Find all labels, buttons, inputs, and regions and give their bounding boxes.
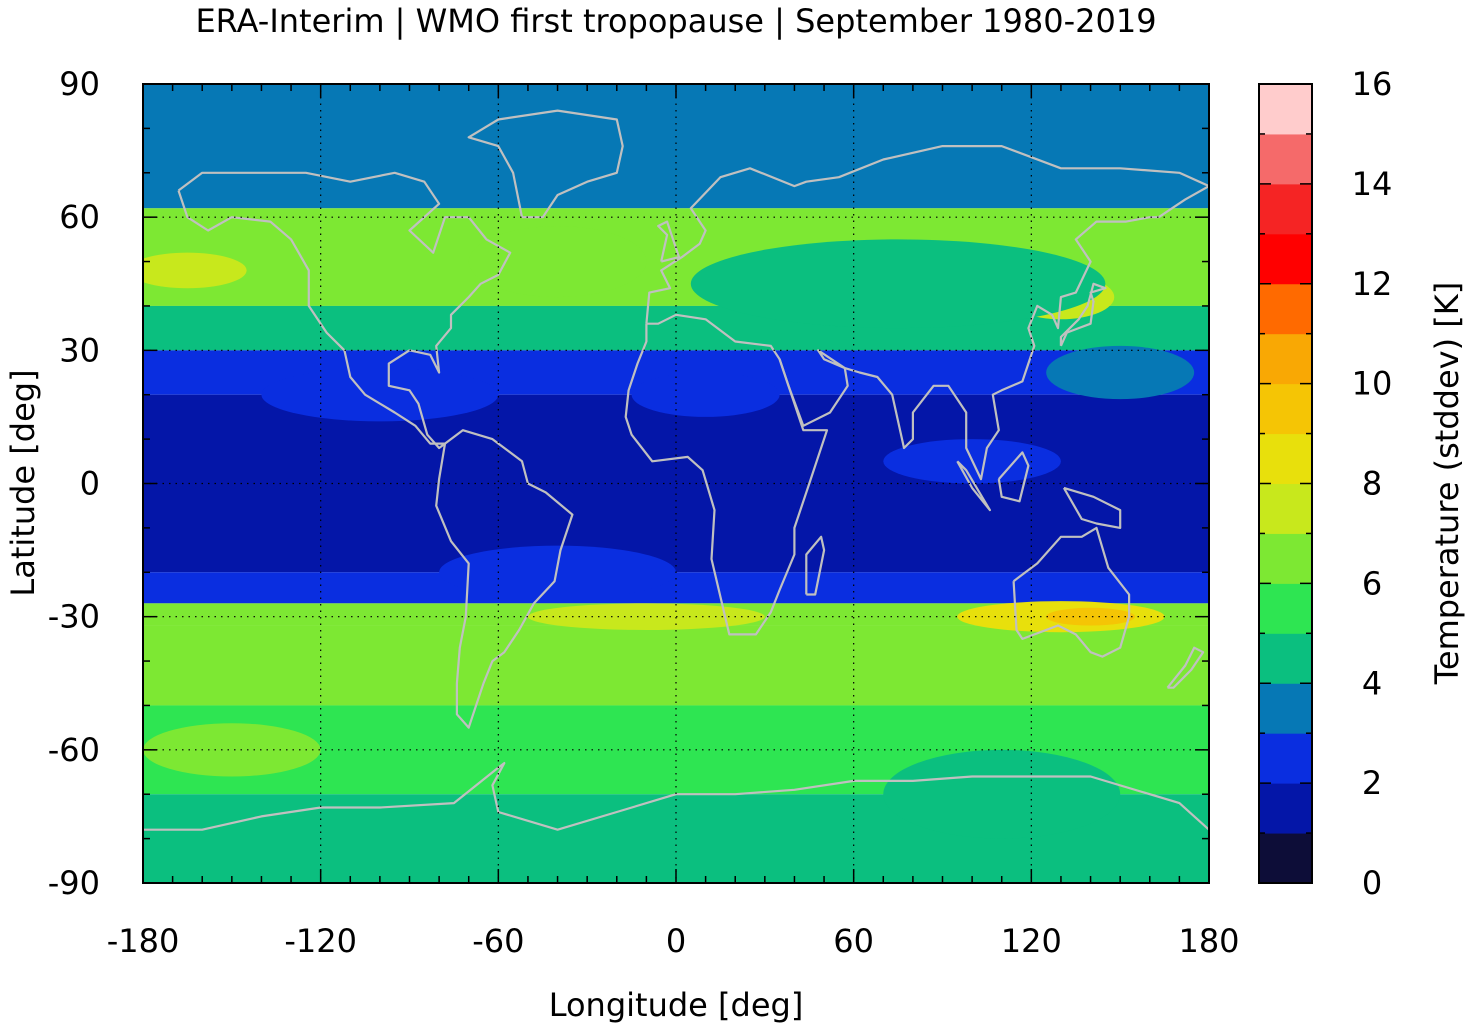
colorbar-tick-label: 4 <box>1362 664 1382 702</box>
y-tick-label: 60 <box>59 198 100 236</box>
y-tick-label: -90 <box>48 864 100 902</box>
colorbar-swatch <box>1259 333 1312 385</box>
coastline <box>467 109 624 219</box>
x-tick-labels: -180 -120 -60 0 60 120 180 <box>107 922 1240 960</box>
colorbar-ticks <box>1259 83 1312 884</box>
chart-title: ERA-Interim | WMO first tropopause | Sep… <box>195 2 1156 40</box>
coastline <box>997 451 1030 503</box>
coastline <box>645 145 1209 324</box>
temperature-band <box>143 84 1209 209</box>
coastline <box>1059 282 1107 347</box>
temperature-feature <box>261 368 499 422</box>
coastline <box>1062 486 1122 529</box>
x-tick-label: 60 <box>833 922 874 960</box>
y-axis-label: Latitude [deg] <box>4 369 42 596</box>
temperature-band <box>143 625 1209 706</box>
x-tick-label: 180 <box>1178 922 1239 960</box>
x-tick-label: -120 <box>284 922 357 960</box>
temperature-feature <box>527 603 765 630</box>
temperature-feature <box>631 372 780 417</box>
coastline <box>805 535 826 596</box>
colorbar-swatch <box>1259 533 1312 584</box>
temperature-feature <box>1046 345 1195 400</box>
colorbar <box>1259 84 1312 884</box>
colorbar-swatch <box>1259 433 1312 484</box>
colorbar-tick-label: 12 <box>1352 265 1393 303</box>
x-tick-label: -60 <box>472 922 524 960</box>
colorbar-swatch <box>1259 583 1312 634</box>
colorbar-swatch <box>1259 283 1312 335</box>
grid-lines <box>143 84 1209 883</box>
y-tick-labels: 90 60 30 0 -30 -60 -90 <box>48 65 100 902</box>
temperature-feature <box>690 239 1106 329</box>
colorbar-tick-label: 16 <box>1352 65 1393 103</box>
colorbar-tick-label: 10 <box>1352 365 1393 403</box>
coastline <box>1166 646 1205 689</box>
colorbar-label: Temperature (stddev) [K] <box>1428 282 1466 685</box>
coastline <box>1012 526 1131 658</box>
y-tick-label: 0 <box>80 465 100 503</box>
coastline <box>624 313 829 636</box>
temperature-feature <box>883 749 1121 839</box>
coastline <box>143 762 1209 831</box>
colorbar-swatch <box>1259 483 1312 534</box>
x-axis-label: Longitude [deg] <box>549 986 804 1024</box>
temperature-feature <box>439 545 676 599</box>
temperature-feature <box>143 252 247 289</box>
temperature-feature <box>468 226 647 298</box>
y-tick-label: 90 <box>59 65 100 103</box>
axis-ticks <box>142 83 1210 884</box>
colorbar-swatch <box>1259 733 1312 784</box>
coastline <box>778 185 1209 481</box>
colorbar-swatch <box>1259 683 1312 734</box>
x-tick-label: -180 <box>107 922 180 960</box>
y-tick-label: -60 <box>48 731 100 769</box>
coastline <box>657 220 681 263</box>
map-area <box>143 84 1209 883</box>
colorbar-tick-label: 6 <box>1362 564 1382 602</box>
colorbar-tick-label: 14 <box>1352 165 1393 203</box>
colorbar-swatch <box>1259 183 1312 235</box>
colorbar-tick-label: 8 <box>1362 465 1382 503</box>
regional-features <box>143 226 1195 839</box>
colorbar-swatch <box>1259 633 1312 684</box>
y-tick-label: 30 <box>59 331 100 369</box>
coastline <box>956 460 991 512</box>
temperature-feature <box>1046 607 1135 626</box>
colorbar-swatch <box>1259 133 1312 185</box>
colorbar-swatch <box>1259 783 1312 834</box>
temperature-feature <box>143 723 321 777</box>
colorbar-swatch <box>1259 383 1312 435</box>
colorbar-tick-label: 0 <box>1362 864 1382 902</box>
colorbar-swatch <box>1259 233 1312 285</box>
colorbar-tick-label: 2 <box>1362 764 1382 802</box>
colorbar-swatch <box>1259 833 1312 884</box>
colorbar-tick-labels: 0 2 4 6 8 10 12 14 16 <box>1352 65 1393 902</box>
y-tick-label: -30 <box>48 598 100 636</box>
x-tick-label: 0 <box>666 922 686 960</box>
colorbar-swatch <box>1259 84 1312 135</box>
x-tick-label: 120 <box>1001 922 1062 960</box>
coastlines <box>143 109 1209 831</box>
